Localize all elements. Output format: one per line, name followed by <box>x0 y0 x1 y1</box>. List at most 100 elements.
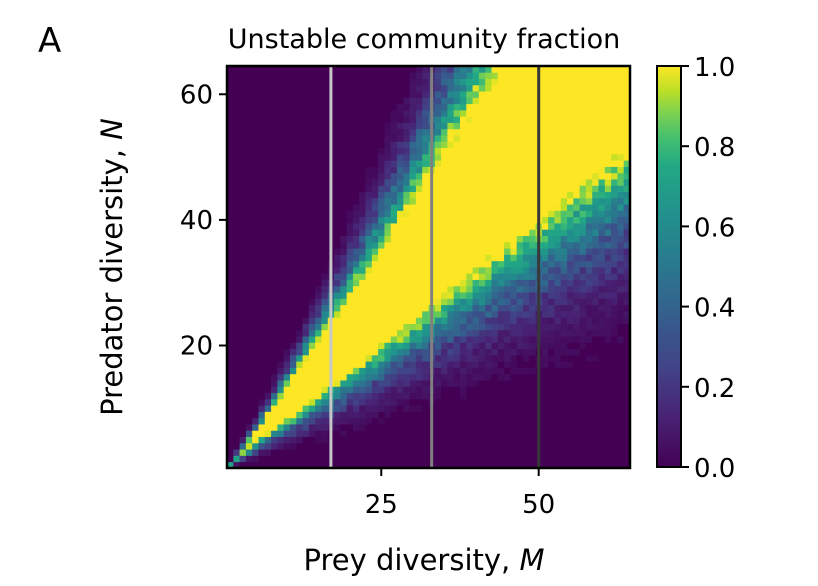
heatmap-cell <box>447 191 455 199</box>
heatmap-cell <box>321 455 329 463</box>
heatmap-cell <box>277 285 285 293</box>
heatmap-cell <box>365 273 373 280</box>
heatmap-cell <box>459 323 467 331</box>
heatmap-cell <box>239 417 247 425</box>
heatmap-cell <box>271 135 278 142</box>
heatmap-cell <box>415 210 423 218</box>
heatmap-cell <box>459 449 467 456</box>
heatmap-cell <box>258 336 266 343</box>
heatmap-cell <box>529 461 536 469</box>
heatmap-cell <box>321 204 329 211</box>
heatmap-cell <box>560 172 568 180</box>
heatmap-cell <box>567 411 574 419</box>
heatmap-cell <box>371 135 379 142</box>
heatmap-cell <box>239 361 247 368</box>
heatmap-cell <box>548 141 555 149</box>
heatmap-cell <box>252 84 259 92</box>
heatmap-cell <box>459 160 467 167</box>
heatmap-cell <box>334 128 341 136</box>
heatmap-cell <box>264 197 272 205</box>
heatmap-cell <box>352 405 360 412</box>
heatmap-cell <box>554 354 562 362</box>
heatmap-cell <box>434 424 442 431</box>
heatmap-cell <box>359 84 366 92</box>
heatmap-cell <box>422 348 429 356</box>
heatmap-cell <box>604 210 612 218</box>
heatmap-cell <box>403 430 411 437</box>
heatmap-cell <box>264 109 272 117</box>
heatmap-cell <box>384 329 392 337</box>
heatmap-cell <box>510 361 518 368</box>
heatmap-cell <box>321 160 329 167</box>
heatmap-cell <box>604 84 612 92</box>
heatmap-cell <box>585 310 593 318</box>
heatmap-cell <box>504 373 511 381</box>
heatmap-cell <box>478 235 486 243</box>
heatmap-cell <box>453 229 461 236</box>
heatmap-cell <box>315 304 322 312</box>
heatmap-cell <box>472 449 480 456</box>
heatmap-cell <box>491 103 499 111</box>
heatmap-cell <box>478 128 486 136</box>
heatmap-cell <box>453 367 461 375</box>
heatmap-cell <box>245 185 253 193</box>
heatmap-cell <box>554 116 562 123</box>
heatmap-cell <box>371 260 379 268</box>
heatmap-cell <box>504 235 511 243</box>
heatmap-cell <box>239 436 247 444</box>
heatmap-cell <box>227 279 234 287</box>
heatmap-cell <box>567 223 574 230</box>
heatmap-cell <box>434 380 442 387</box>
heatmap-cell <box>258 461 266 469</box>
heatmap-cell <box>245 135 253 142</box>
heatmap-cell <box>478 455 486 463</box>
heatmap-cell <box>504 361 511 368</box>
heatmap-cell <box>592 84 599 92</box>
heatmap-cell <box>466 449 473 456</box>
heatmap-cell <box>623 292 631 299</box>
heatmap-cell <box>397 279 404 287</box>
heatmap-cell <box>346 197 354 205</box>
heatmap-cell <box>529 298 536 306</box>
heatmap-cell <box>283 292 291 299</box>
heatmap-cell <box>504 430 511 437</box>
heatmap-cell <box>441 392 448 400</box>
heatmap-cell <box>447 122 455 130</box>
heatmap-cell <box>504 135 511 142</box>
heatmap-cell <box>378 109 385 117</box>
heatmap-cell <box>365 254 373 262</box>
heatmap-cell <box>516 229 524 236</box>
heatmap-cell <box>384 216 392 224</box>
heatmap-cell <box>346 267 354 274</box>
heatmap-cell <box>302 267 310 274</box>
heatmap-cell <box>346 310 354 318</box>
heatmap-cell <box>459 84 467 92</box>
heatmap-cell <box>321 323 329 331</box>
heatmap-cell <box>504 147 511 155</box>
heatmap-cell <box>283 72 291 79</box>
heatmap-cell <box>302 392 310 400</box>
heatmap-cell <box>384 292 392 299</box>
heatmap-cell <box>258 254 266 262</box>
heatmap-cell <box>554 348 562 356</box>
heatmap-cell <box>390 373 398 381</box>
heatmap-cell <box>283 66 291 73</box>
heatmap-cell <box>252 329 259 337</box>
heatmap-cell <box>346 411 354 419</box>
heatmap-cell <box>321 392 329 400</box>
heatmap-cell <box>415 361 423 368</box>
heatmap-cell <box>390 304 398 312</box>
heatmap-cell <box>548 436 555 444</box>
heatmap-cell <box>541 216 549 224</box>
heatmap-cell <box>497 304 505 312</box>
heatmap-cell <box>548 204 555 211</box>
heatmap-cell <box>548 172 555 180</box>
heatmap-cell <box>346 116 354 123</box>
heatmap-cell <box>560 191 568 199</box>
heatmap-cell <box>478 78 486 86</box>
heatmap-cell <box>548 292 555 299</box>
heatmap-cell <box>510 223 518 230</box>
heatmap-cell <box>239 235 247 243</box>
heatmap-cell <box>573 367 581 375</box>
heatmap-cell <box>541 398 549 406</box>
